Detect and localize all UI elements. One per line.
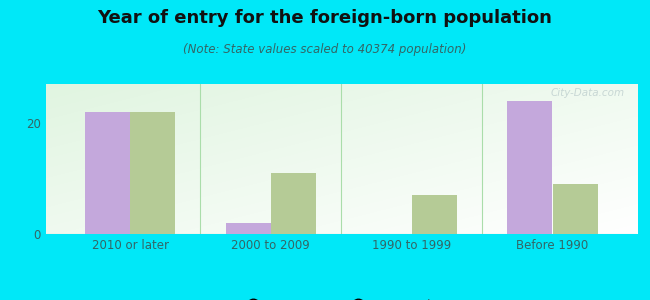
Bar: [271, 173, 316, 234]
Bar: [411, 195, 457, 234]
Legend: 40374, Kentucky: 40374, Kentucky: [234, 294, 448, 300]
Bar: [226, 223, 271, 234]
Bar: [508, 101, 552, 234]
Text: City-Data.com: City-Data.com: [551, 88, 625, 98]
Bar: [552, 184, 597, 234]
Bar: [85, 112, 130, 234]
Text: Year of entry for the foreign-born population: Year of entry for the foreign-born popul…: [98, 9, 552, 27]
Text: (Note: State values scaled to 40374 population): (Note: State values scaled to 40374 popu…: [183, 44, 467, 56]
Bar: [130, 112, 175, 234]
